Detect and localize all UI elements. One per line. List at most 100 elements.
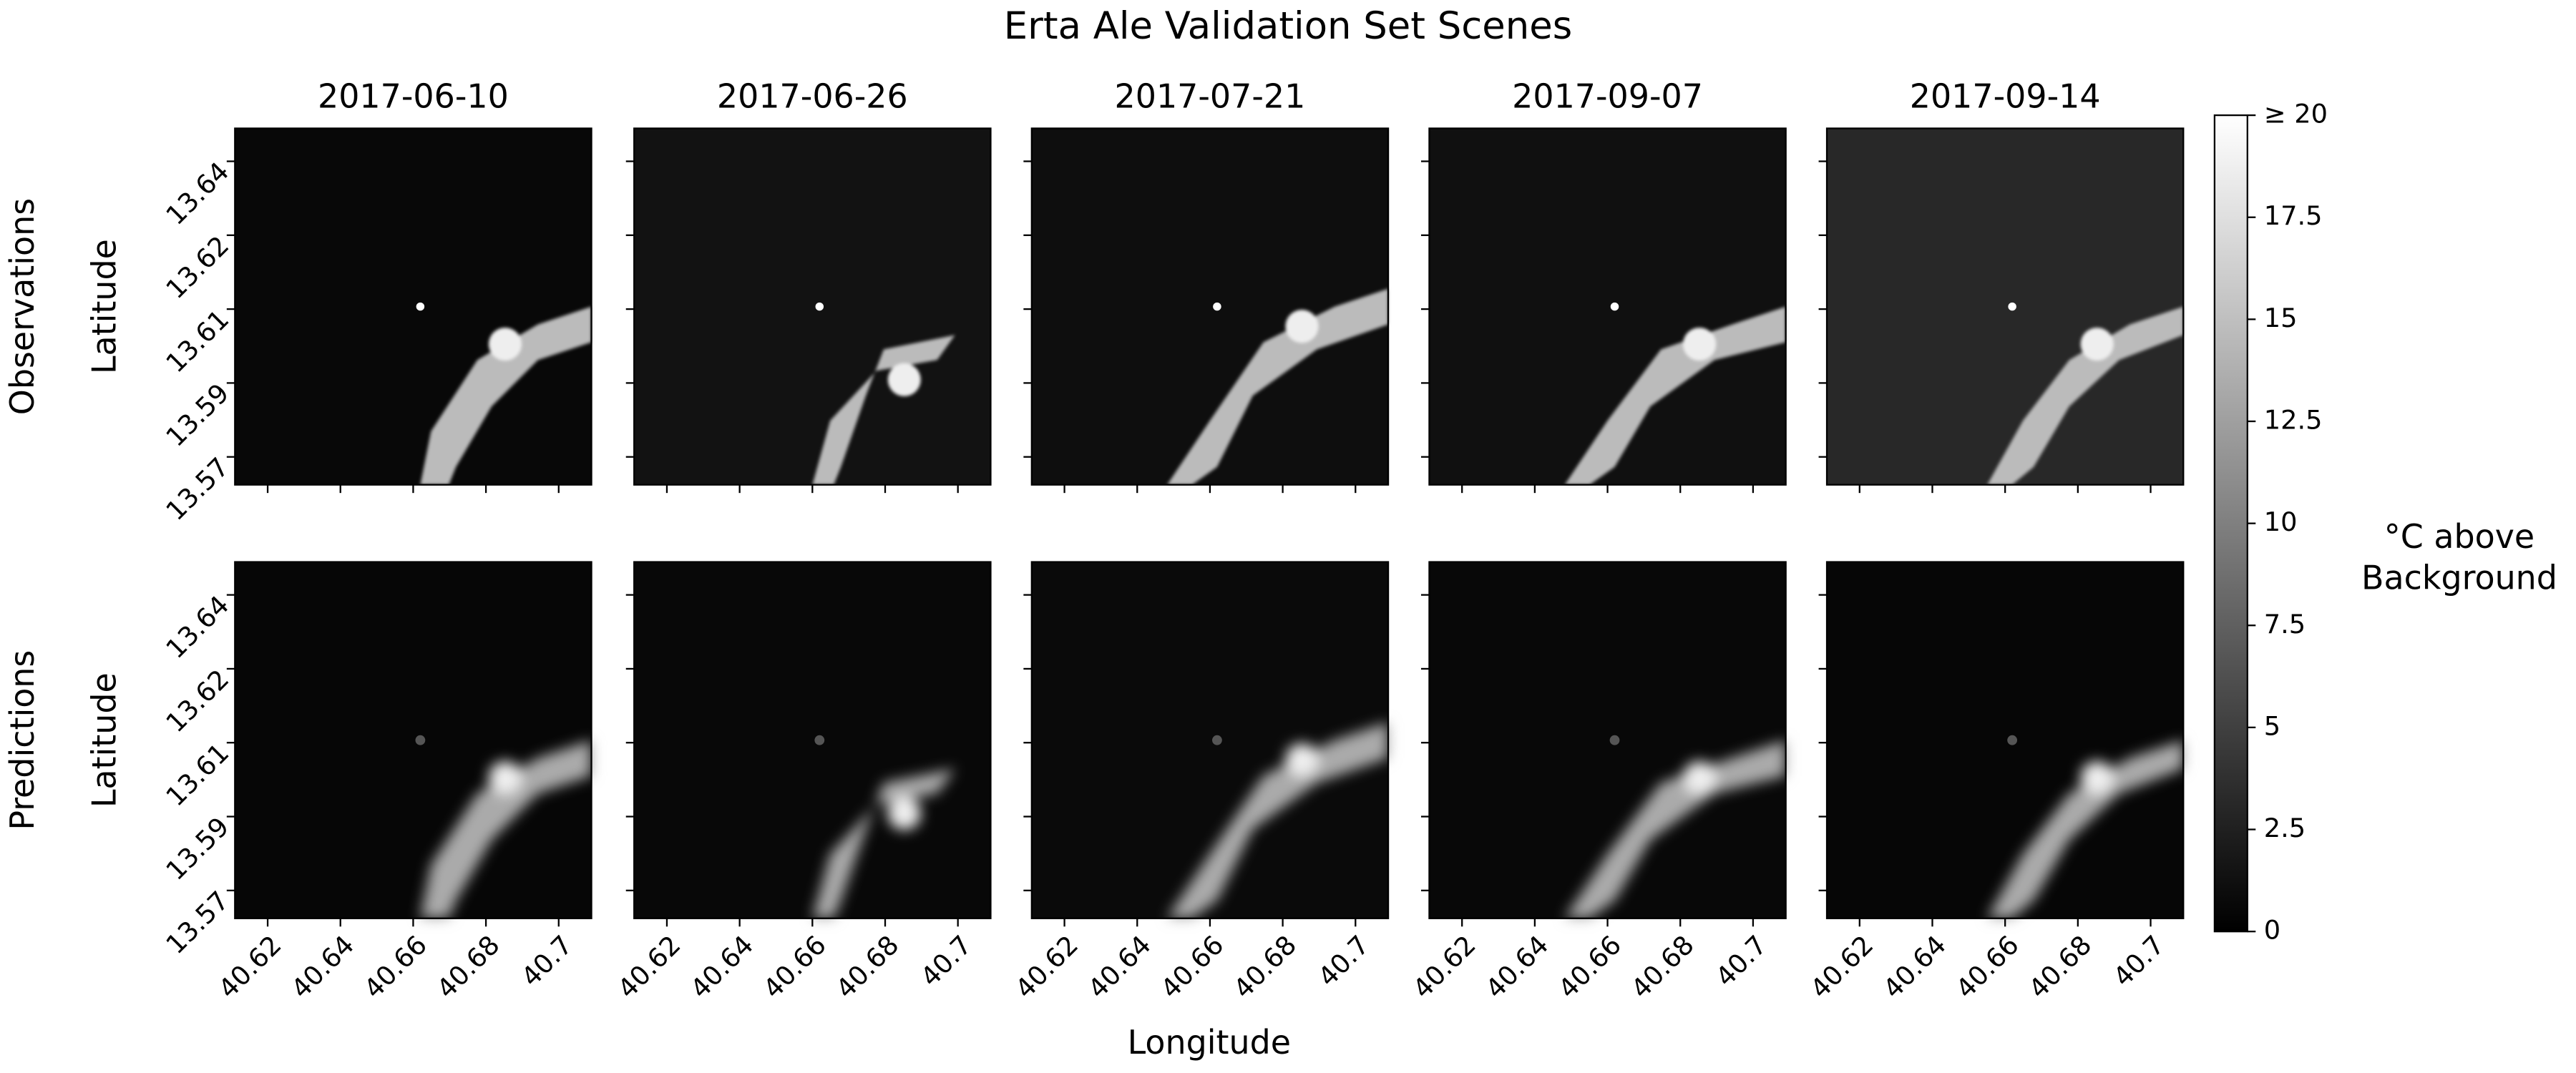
colorbar-tick-label: 15	[2264, 303, 2298, 333]
hotspot	[2007, 735, 2018, 745]
x-tick-label: 40.68	[1227, 929, 1302, 1004]
x-tick-label: 40.66	[358, 929, 433, 1004]
hotspot	[415, 735, 426, 745]
x-tick-label: 40.7	[914, 929, 977, 992]
x-tick-label: 40.64	[1082, 929, 1157, 1004]
x-tick-label: 40.7	[2107, 929, 2170, 992]
y-tick-label: 13.61	[160, 304, 235, 379]
column-title: 2017-07-21	[1115, 77, 1306, 116]
hot-area	[812, 335, 955, 485]
column-title: 2017-09-07	[1512, 77, 1703, 116]
hot-area	[1167, 722, 1389, 918]
hot-area	[420, 306, 592, 485]
y-axis-label: Latitude	[85, 672, 124, 808]
hot-area	[1167, 288, 1389, 485]
hotspot	[1609, 735, 1620, 745]
x-tick-label: 40.7	[1312, 929, 1375, 992]
lava-flow	[1564, 740, 1786, 918]
y-tick-label: 13.62	[160, 230, 235, 305]
hotspot	[814, 735, 825, 745]
y-tick-label: 13.59	[160, 811, 235, 886]
row-label: Observations	[3, 198, 42, 415]
figure-title: Erta Ale Validation Set Scenes	[1004, 4, 1572, 48]
x-tick-label: 40.64	[286, 929, 361, 1004]
column-title: 2017-06-26	[717, 77, 908, 116]
colorbar-tick-label: 0	[2264, 915, 2280, 946]
image-panel	[1428, 561, 1787, 919]
x-tick-label: 40.66	[1552, 929, 1627, 1004]
image-panel	[1825, 127, 2185, 486]
x-tick-label: 40.62	[1009, 929, 1084, 1004]
hot-area	[1564, 306, 1786, 485]
x-tick-label: 40.7	[515, 929, 578, 992]
row-label: Predictions	[3, 650, 42, 831]
lava-flow	[812, 335, 955, 485]
colorbar-tick-label: 17.5	[2264, 200, 2323, 231]
image-panel	[633, 127, 992, 486]
hot-area	[1564, 740, 1786, 918]
image-panel	[1030, 127, 1390, 486]
lava-core	[887, 363, 921, 396]
colorbar-label: Background	[2361, 558, 2557, 597]
image-panel	[234, 561, 592, 919]
lava-flow	[420, 740, 592, 918]
y-tick-label: 13.57	[160, 451, 235, 526]
image-panel	[633, 561, 992, 919]
colorbar-label: °C above	[2384, 517, 2534, 556]
lava-core	[488, 761, 522, 795]
y-axis-label: Latitude	[85, 239, 124, 374]
lava-core	[2080, 328, 2114, 361]
image-background	[235, 128, 592, 485]
hotspot	[1212, 735, 1222, 745]
lava-flow	[812, 768, 955, 918]
image-panel	[1030, 561, 1390, 919]
hotspot	[1213, 302, 1221, 311]
hotspot	[1610, 302, 1619, 311]
colorbar-tick-label: 7.5	[2264, 609, 2306, 640]
lava-core	[488, 328, 522, 361]
x-tick-label: 40.66	[757, 929, 832, 1004]
image-panel	[1428, 127, 1787, 486]
hot-area	[812, 768, 955, 918]
x-tick-label: 40.64	[1877, 929, 1952, 1004]
lava-flow	[1167, 288, 1389, 485]
lava-core	[1683, 761, 1716, 795]
hot-area	[420, 740, 592, 918]
x-tick-label: 40.7	[1709, 929, 1772, 992]
y-tick-label: 13.57	[160, 885, 235, 960]
hot-area	[1987, 740, 2184, 918]
image-background	[1827, 562, 2184, 918]
x-tick-label: 40.68	[2023, 929, 2098, 1004]
x-tick-label: 40.64	[1480, 929, 1555, 1004]
lava-flow	[1564, 306, 1786, 485]
x-tick-label: 40.66	[1950, 929, 2025, 1004]
lava-core	[1285, 743, 1319, 777]
x-tick-label: 40.62	[1805, 929, 1880, 1004]
colorbar-tick-label: 2.5	[2264, 813, 2306, 843]
x-tick-label: 40.62	[213, 929, 288, 1004]
image-background	[634, 562, 991, 918]
image-panel	[1825, 561, 2185, 919]
lava-core	[1285, 310, 1319, 343]
x-axis-label: Longitude	[1128, 1023, 1291, 1062]
lava-core	[1683, 328, 1716, 361]
image-background	[1827, 128, 2184, 485]
y-tick-label: 13.59	[160, 378, 235, 453]
lava-flow	[1167, 722, 1389, 918]
hotspot	[2008, 302, 2016, 311]
hot-area	[1987, 306, 2184, 485]
image-panel	[234, 127, 592, 486]
x-tick-label: 40.68	[431, 929, 506, 1004]
y-tick-label: 13.61	[160, 738, 235, 813]
x-tick-label: 40.64	[684, 929, 759, 1004]
lava-flow	[420, 306, 592, 485]
image-background	[235, 562, 592, 918]
x-tick-label: 40.62	[1407, 929, 1482, 1004]
x-tick-label: 40.66	[1155, 929, 1230, 1004]
colorbar-tick-label: 12.5	[2264, 404, 2323, 435]
y-tick-label: 13.64	[160, 589, 235, 665]
hotspot	[815, 302, 824, 311]
x-tick-label: 40.68	[1625, 929, 1700, 1004]
lava-core	[887, 797, 921, 830]
